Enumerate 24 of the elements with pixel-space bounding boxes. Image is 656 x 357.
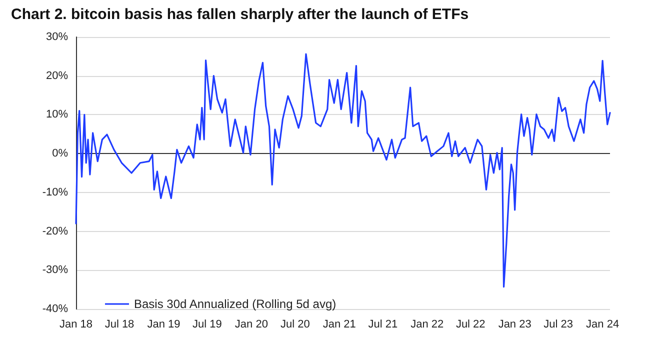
line-series [75,53,611,288]
x-tick-label: Jan 23 [498,318,532,330]
y-tick-label: 0% [52,148,68,160]
y-tick-label: 10% [46,108,68,121]
x-tick-label: Jul 23 [544,318,574,330]
x-tick-label: Jan 21 [322,318,356,330]
x-tick-label: Jan 19 [147,318,180,330]
x-tick-label: Jan 24 [586,318,620,330]
x-tick-label: Jul 20 [280,318,310,330]
x-tick-label: Jul 22 [456,318,486,330]
y-tick-label: -10% [42,186,68,198]
y-tick-label: -40% [42,303,68,315]
y-tick-label: 30% [46,31,68,43]
x-tick-label: Jan 20 [234,318,268,330]
x-tick-label: Jan 18 [59,318,93,330]
y-tick-label: -30% [42,264,68,276]
legend-label: Basis 30d Annualized (Rolling 5d avg) [134,297,336,311]
x-tick-label: Jul 18 [104,318,134,330]
x-tick-label: Jan 22 [410,318,444,330]
x-tick-label: Jul 21 [368,318,398,330]
x-tick-label: Jul 19 [192,318,222,330]
y-tick-label: 20% [46,70,68,82]
chart-title: Chart 2. bitcoin basis has fallen sharply after the launch of ETFs [11,6,469,23]
y-tick-label: -20% [42,225,68,238]
